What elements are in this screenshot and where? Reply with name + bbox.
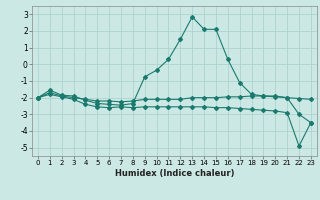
X-axis label: Humidex (Indice chaleur): Humidex (Indice chaleur) [115, 169, 234, 178]
